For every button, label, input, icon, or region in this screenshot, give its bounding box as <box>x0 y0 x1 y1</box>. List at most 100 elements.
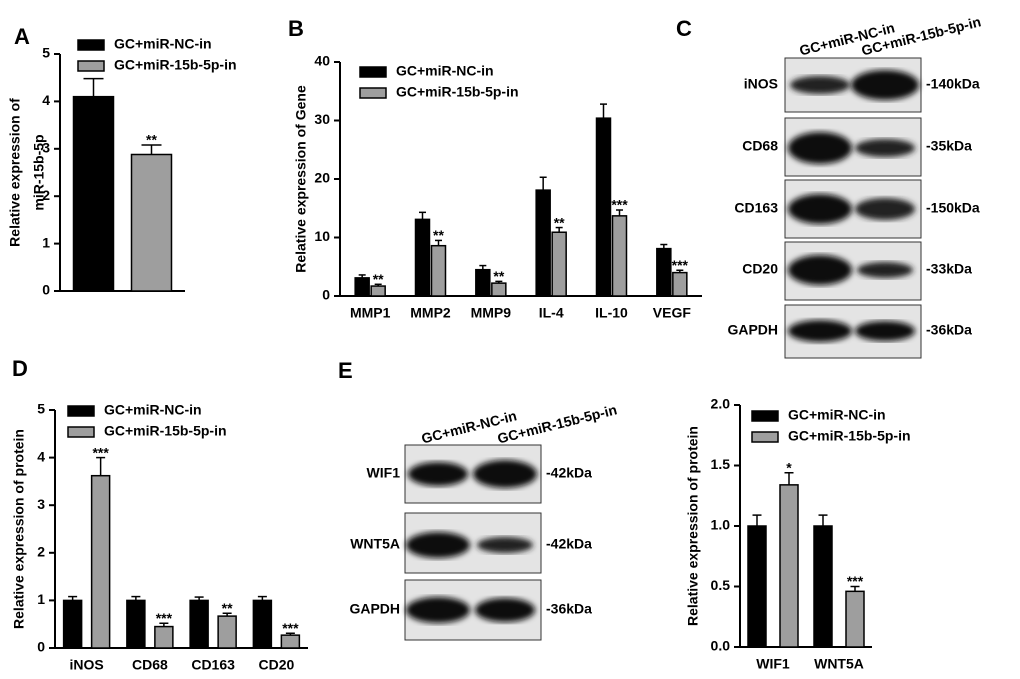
blot-label: WIF1 <box>367 465 401 481</box>
bar <box>280 634 301 649</box>
y-tick-label: 3 <box>37 496 45 512</box>
y-tick-label: 0 <box>42 282 50 298</box>
bar <box>611 215 628 297</box>
significance: ** <box>433 227 444 243</box>
y-tick-label: 5 <box>42 45 50 61</box>
blot-size: -140kDa <box>926 76 980 92</box>
y-axis-label: Relative expression of <box>7 98 23 247</box>
blot-size: -35kDa <box>926 138 972 154</box>
bar <box>535 189 551 297</box>
blot-label: GAPDH <box>727 322 778 338</box>
significance: ** <box>222 600 233 616</box>
x-tick-label: IL-4 <box>539 305 564 321</box>
panel-letter: B <box>288 16 304 41</box>
significance: *** <box>156 610 173 626</box>
significance: *** <box>92 444 109 460</box>
x-tick-label: CD163 <box>191 657 235 673</box>
band <box>475 598 535 622</box>
panel-letter: A <box>14 24 30 49</box>
bar <box>475 268 491 297</box>
panel-letter: C <box>676 16 692 41</box>
y-tick-label: 4 <box>42 92 50 108</box>
significance: *** <box>282 620 299 636</box>
band <box>477 537 533 553</box>
bar <box>154 625 174 649</box>
bar <box>656 247 672 297</box>
blot-size: -42kDa <box>546 465 592 481</box>
y-tick-label: 1.0 <box>711 517 731 533</box>
bar <box>130 153 173 292</box>
y-axis-label: Relative expression of Gene <box>293 85 309 273</box>
bar <box>72 95 115 292</box>
x-tick-label: IL-10 <box>595 305 628 321</box>
y-tick-label: 0.0 <box>711 638 731 654</box>
y-axis-label: Relative expression of protein <box>685 426 701 626</box>
significance: ** <box>373 271 384 287</box>
blot-label: CD68 <box>742 138 778 154</box>
legend-swatch <box>77 39 105 51</box>
bar <box>62 599 83 649</box>
y-tick-label: 40 <box>314 53 330 69</box>
x-tick-label: MMP9 <box>471 305 512 321</box>
blot-label: CD163 <box>734 200 778 216</box>
significance: *** <box>847 573 864 589</box>
y-axis-label: miR-15b-5p <box>31 134 47 210</box>
band <box>788 194 852 224</box>
band <box>790 76 850 94</box>
panel-letter: D <box>12 356 28 381</box>
y-tick-label: 2 <box>37 544 45 560</box>
y-tick-label: 1 <box>37 591 45 607</box>
bar <box>813 525 833 648</box>
bar <box>252 599 273 649</box>
legend-swatch <box>77 60 105 72</box>
significance: * <box>786 459 792 475</box>
legend-swatch <box>67 426 95 438</box>
x-tick-label: CD20 <box>258 657 294 673</box>
x-tick-label: iNOS <box>70 657 104 673</box>
bar <box>491 282 507 297</box>
band <box>857 262 913 278</box>
band <box>851 70 919 100</box>
blot-label: GAPDH <box>349 601 400 617</box>
legend-label: GC+miR-15b-5p-in <box>788 428 911 444</box>
legend-swatch <box>359 87 387 99</box>
legend-label: GC+miR-15b-5p-in <box>104 423 227 439</box>
y-tick-label: 5 <box>37 401 45 417</box>
band <box>855 321 915 341</box>
bar <box>189 599 209 649</box>
y-tick-label: 0.5 <box>711 577 731 593</box>
bar <box>845 590 865 648</box>
bar <box>595 117 612 297</box>
x-tick-label: WNT5A <box>814 656 864 672</box>
y-tick-label: 3 <box>42 140 50 156</box>
band <box>788 255 852 285</box>
y-tick-label: 30 <box>314 111 330 127</box>
bar <box>672 271 688 297</box>
x-tick-label: CD68 <box>132 657 168 673</box>
significance: *** <box>672 257 689 273</box>
bar <box>370 285 386 297</box>
band <box>406 532 470 558</box>
legend-label: GC+miR-NC-in <box>104 402 202 418</box>
x-tick-label: WIF1 <box>756 656 790 672</box>
legend-label: GC+miR-NC-in <box>396 63 494 79</box>
bar <box>430 244 447 297</box>
x-tick-label: MMP1 <box>350 305 391 321</box>
significance: ** <box>493 268 504 284</box>
x-tick-label: VEGF <box>653 305 692 321</box>
legend-label: GC+miR-NC-in <box>114 36 212 52</box>
legend-swatch <box>751 410 779 422</box>
y-tick-label: 0 <box>37 639 45 655</box>
blot-label: iNOS <box>744 76 778 92</box>
y-tick-label: 0 <box>322 287 330 303</box>
bar <box>217 615 237 649</box>
y-axis-label: Relative expression of protein <box>11 429 27 629</box>
significance: ** <box>146 132 157 148</box>
bar <box>551 231 567 297</box>
blot-size: -42kDa <box>546 536 592 552</box>
legend-label: GC+miR-15b-5p-in <box>396 84 519 100</box>
blot-size: -150kDa <box>926 200 980 216</box>
bar <box>779 484 799 648</box>
y-tick-label: 1.5 <box>711 456 731 472</box>
